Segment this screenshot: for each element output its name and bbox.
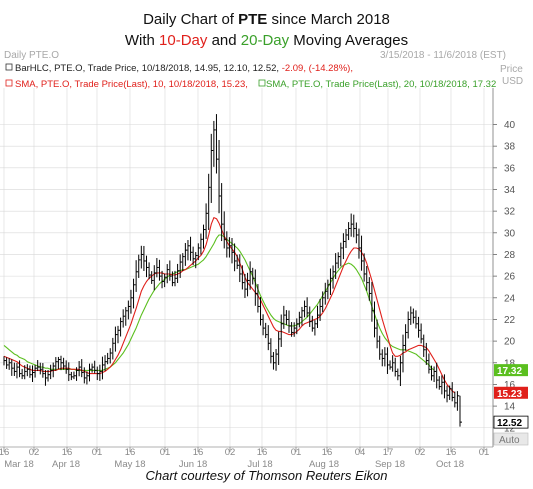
- price-axis-unit: USD: [502, 76, 523, 87]
- price-axis-title: Price: [500, 64, 523, 75]
- y-tick-label: 12: [504, 423, 516, 434]
- legend-sma10-swatch: [5, 79, 13, 87]
- auto-scale-box: [493, 432, 529, 446]
- price-tag-label: 12.52: [497, 418, 522, 429]
- legend-sma20-swatch: [258, 79, 266, 87]
- legend-sma10-text: SMA, PTE.O, Trade Price(Last), 10, 10/18…: [15, 79, 248, 90]
- y-tick-label: 28: [504, 250, 516, 261]
- x-day-label: 16: [125, 447, 136, 458]
- x-day-label: 02: [415, 447, 426, 458]
- x-month-label: Aug 18: [309, 459, 339, 470]
- title-20-day: 20-Day: [240, 32, 290, 49]
- price-tags: 17.32 15.23 12.52 Auto: [493, 364, 529, 446]
- y-tick-label: 20: [504, 337, 516, 348]
- x-day-label: 02: [29, 447, 40, 458]
- x-day-label: 01: [92, 447, 103, 458]
- x-day-label: 17: [383, 447, 394, 458]
- price-tag-box: [493, 415, 529, 429]
- price-tag-label: 17.32: [497, 366, 522, 377]
- legend-bar-swatch: [5, 63, 13, 71]
- x-day-label: 16: [0, 447, 9, 458]
- price-tag-label: 15.23: [497, 389, 522, 400]
- x-day-label: 16: [446, 447, 457, 458]
- y-tick-label: 22: [504, 315, 516, 326]
- title-10-day: 10-Day: [159, 32, 208, 49]
- x-month-label: Oct 18: [436, 459, 464, 470]
- chart-caption: Chart courtesy of Thomson Reuters Eikon: [145, 468, 388, 483]
- x-day-label: 02: [225, 447, 236, 458]
- y-tick-label: 32: [504, 207, 516, 218]
- x-day-label: 16: [62, 447, 73, 458]
- x-month-label: Mar 18: [4, 459, 34, 470]
- y-tick-label: 36: [504, 163, 516, 174]
- y-tick-label: 40: [504, 120, 516, 131]
- x-day-label: 01: [160, 447, 171, 458]
- x-day-label: 01: [291, 447, 302, 458]
- x-month-label: May 18: [114, 459, 145, 470]
- y-tick-label: 14: [504, 402, 516, 413]
- y-tick-label: 34: [504, 185, 516, 196]
- x-month-label: Sep 18: [375, 459, 405, 470]
- x-day-label: 04: [355, 447, 366, 458]
- y-tick-label: 16: [504, 380, 516, 391]
- y-tick-label: 38: [504, 142, 516, 153]
- x-month-label: Jun 18: [179, 459, 208, 470]
- y-tick-label: 26: [504, 272, 516, 283]
- y-tick-label: 24: [504, 293, 516, 304]
- legend-sma20-text: SMA, PTE.O, Trade Price(Last), 20, 10/18…: [266, 79, 496, 90]
- auto-scale-label: Auto: [499, 435, 520, 446]
- y-tick-label: 30: [504, 228, 516, 239]
- price-bars: [3, 114, 462, 427]
- x-day-label: 01: [479, 447, 490, 458]
- x-day-label: 16: [193, 447, 204, 458]
- grid-lines: [0, 88, 493, 447]
- price-tag-box: [494, 364, 528, 377]
- chart-title-line2: With 10-Day and 20-Day Moving Averages: [124, 32, 409, 49]
- x-day-label: 16: [322, 447, 333, 458]
- chart-title-line1: Daily Chart of PTE since March 2018: [143, 11, 390, 28]
- legend-bar-text: BarHLC, PTE.O, Trade Price, 10/18/2018, …: [15, 63, 353, 74]
- x-month-label: Jul 18: [247, 459, 272, 470]
- sma20-line: [3, 234, 435, 371]
- y-tick-label: 18: [504, 358, 516, 369]
- sma20-path: [3, 234, 435, 371]
- instrument-label: Daily PTE.O: [4, 50, 59, 61]
- legend: BarHLC, PTE.O, Trade Price, 10/18/2018, …: [5, 63, 496, 90]
- x-axis: 16 02 16 01 16 01 16 02 16 01 16 04 17 02 16 01 Mar 18 Ap…: [0, 446, 493, 470]
- date-range-label: 3/15/2018 - 11/6/2018 (EST): [380, 50, 506, 61]
- x-month-label: Apr 18: [52, 459, 80, 470]
- x-day-label: 16: [257, 447, 268, 458]
- y-axis: 12 14 16 18 20 22 24 26 28 30 32 34 36 38 40: [492, 88, 516, 447]
- price-tag-box: [494, 386, 528, 399]
